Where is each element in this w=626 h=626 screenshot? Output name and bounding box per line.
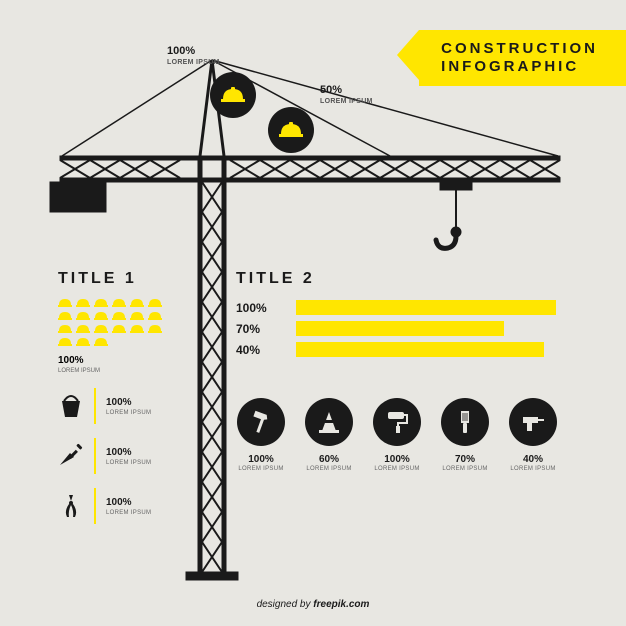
callout-badge-1 bbox=[268, 107, 314, 153]
helmet-icon bbox=[94, 337, 108, 347]
tool-sub: LOREM IPSUM bbox=[442, 466, 487, 472]
tools-row: 100% LOREM IPSUM 60% LOREM IPSUM 100% LO… bbox=[236, 398, 558, 472]
bar-fill bbox=[296, 300, 556, 315]
bar-fill bbox=[296, 321, 504, 336]
helmet-icon bbox=[58, 337, 72, 347]
drill-icon bbox=[509, 398, 557, 446]
tool-brush: 70% LOREM IPSUM bbox=[440, 398, 490, 472]
roller-icon bbox=[373, 398, 421, 446]
helmet-icon bbox=[58, 311, 72, 321]
helmet-icon bbox=[94, 324, 108, 334]
tool-value: 60% bbox=[319, 454, 339, 465]
helmets-grid bbox=[58, 298, 178, 347]
tool-value: 70% bbox=[455, 454, 475, 465]
left-item-value: 100%LOREM IPSUM bbox=[106, 397, 151, 416]
tool-sub: LOREM IPSUM bbox=[306, 466, 351, 472]
tool-drill: 40% LOREM IPSUM bbox=[508, 398, 558, 472]
left-item-bucket: 100%LOREM IPSUM bbox=[58, 388, 178, 424]
bar-label: 100% bbox=[236, 301, 284, 315]
helmet-icon bbox=[148, 324, 162, 334]
tool-value: 40% bbox=[523, 454, 543, 465]
cone-icon bbox=[305, 398, 353, 446]
bar-label: 40% bbox=[236, 343, 284, 357]
helmet-icon bbox=[112, 311, 126, 321]
helmet-icon bbox=[76, 298, 90, 308]
infographic-canvas: CONSTRUCTION INFOGRAPHIC 100%LOREM IPSUM… bbox=[0, 0, 626, 626]
left-item-value: 100%LOREM IPSUM bbox=[106, 497, 151, 516]
helmet-icon bbox=[76, 324, 90, 334]
right-column: TITLE 2 100% 70% 40% bbox=[236, 270, 566, 363]
tool-sub: LOREM IPSUM bbox=[374, 466, 419, 472]
helmet-icon bbox=[130, 324, 144, 334]
tool-value: 100% bbox=[248, 454, 274, 465]
helmet-icon bbox=[112, 324, 126, 334]
tool-cone: 60% LOREM IPSUM bbox=[304, 398, 354, 472]
helmets-value: 100% LOREM IPSUM bbox=[58, 355, 178, 374]
title2: TITLE 2 bbox=[236, 270, 566, 288]
ribbon-tail bbox=[397, 30, 419, 80]
left-item-value: 100%LOREM IPSUM bbox=[106, 447, 151, 466]
left-item-pliers: 100%LOREM IPSUM bbox=[58, 488, 178, 524]
header-ribbon: CONSTRUCTION INFOGRAPHIC bbox=[398, 30, 626, 86]
callout-label-1: 50%LOREM IPSUM bbox=[320, 84, 373, 105]
helmet-icon bbox=[112, 298, 126, 308]
helmet-icon bbox=[76, 311, 90, 321]
tool-sub: LOREM IPSUM bbox=[238, 466, 283, 472]
accent-divider bbox=[94, 438, 96, 474]
helmet-icon bbox=[94, 311, 108, 321]
tool-sub: LOREM IPSUM bbox=[510, 466, 555, 472]
helmet-icon bbox=[76, 337, 90, 347]
helmet-icon bbox=[130, 311, 144, 321]
helmet-icon bbox=[148, 311, 162, 321]
accent-divider bbox=[94, 488, 96, 524]
trowel-icon bbox=[58, 443, 84, 469]
bar-fill bbox=[296, 342, 544, 357]
hammer-icon bbox=[237, 398, 285, 446]
brush-icon bbox=[441, 398, 489, 446]
pliers-icon bbox=[58, 493, 84, 519]
bar-chart: 100% 70% 40% bbox=[236, 300, 566, 357]
helmet-icon bbox=[58, 298, 72, 308]
tool-value: 100% bbox=[384, 454, 410, 465]
title1: TITLE 1 bbox=[58, 270, 178, 288]
helmet-icon bbox=[148, 298, 162, 308]
callout-badge-0 bbox=[210, 72, 256, 118]
tool-hammer: 100% LOREM IPSUM bbox=[236, 398, 286, 472]
header-line2: INFOGRAPHIC bbox=[441, 58, 598, 76]
bar-row-2: 40% bbox=[236, 342, 566, 357]
accent-divider bbox=[94, 388, 96, 424]
bar-label: 70% bbox=[236, 322, 284, 336]
bar-row-0: 100% bbox=[236, 300, 566, 315]
helmet-icon bbox=[130, 298, 144, 308]
header-line1: CONSTRUCTION bbox=[441, 40, 598, 58]
left-column: TITLE 1 100% LOREM IPSUM 100%LOREM IPSUM… bbox=[58, 270, 178, 524]
helmet-icon bbox=[94, 298, 108, 308]
bucket-icon bbox=[58, 393, 84, 419]
helmet-icon bbox=[58, 324, 72, 334]
left-item-trowel: 100%LOREM IPSUM bbox=[58, 438, 178, 474]
footer-credit: designed by freepik.com bbox=[0, 599, 626, 610]
bar-row-1: 70% bbox=[236, 321, 566, 336]
callout-label-0: 100%LOREM IPSUM bbox=[167, 45, 220, 66]
tool-roller: 100% LOREM IPSUM bbox=[372, 398, 422, 472]
